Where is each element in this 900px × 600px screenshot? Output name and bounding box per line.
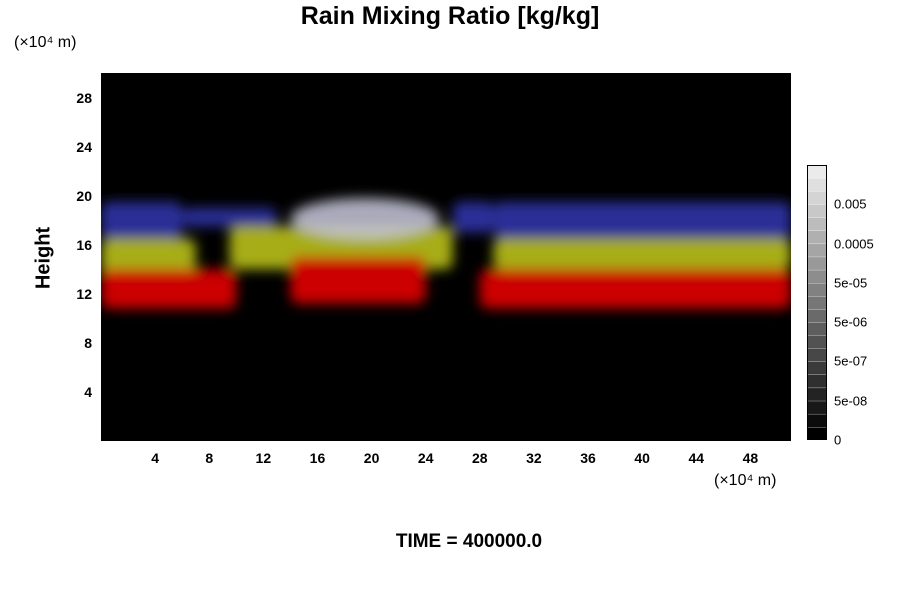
x-tick-label: 4 (151, 450, 159, 466)
x-tick-label: 8 (205, 450, 214, 466)
time-label: TIME = 400000.0 (395, 531, 543, 552)
colorbar-label: 0 (834, 432, 842, 448)
x-tick-label: 16 (309, 450, 326, 466)
heatmap-region (101, 269, 237, 309)
colorbar-label: 0.005 (834, 196, 867, 212)
x-tick-label: 24 (417, 450, 434, 466)
colorbar-level (807, 243, 827, 258)
y-tick-label: 4 (84, 383, 92, 400)
colorbar-level (807, 165, 827, 179)
colorbar-level (807, 204, 827, 218)
colorbar-level (807, 387, 827, 402)
x-tick-label: 20 (363, 450, 380, 466)
y-tick-label: 8 (84, 334, 92, 351)
heatmap-region (101, 238, 196, 276)
colorbar-level (807, 295, 827, 310)
colorbar-level (807, 413, 827, 428)
colorbar-level (807, 177, 827, 192)
colorbar-label: 5e-07 (834, 353, 868, 369)
colorbar-level (807, 256, 827, 271)
colorbar (807, 165, 827, 440)
colorbar-frame (807, 165, 827, 440)
y-tick-label: 28 (76, 89, 92, 106)
colorbar-level (807, 361, 827, 375)
y-tick-label: 12 (76, 285, 92, 302)
heatmap-region (182, 207, 277, 227)
x-tick-label: 32 (526, 450, 542, 466)
x-tick-label: 12 (255, 450, 272, 466)
colorbar-label: 0.0005 (834, 236, 874, 252)
colorbar-label: 5e-05 (834, 275, 868, 291)
y-tick-label: 16 (76, 236, 92, 253)
y-tick-label: 20 (76, 187, 92, 204)
x-tick-label: 36 (580, 450, 596, 466)
colorbar-label: 5e-08 (834, 393, 868, 409)
y-axis-unit: (×10⁴ m) (14, 34, 77, 51)
colorbar-level (807, 348, 827, 362)
heatmap-region (479, 269, 791, 309)
heatmap-region (452, 201, 494, 233)
colorbar-level (807, 400, 827, 415)
chart-title: Rain Mixing Ratio [kg/kg] (300, 2, 600, 30)
heatmap-region (101, 201, 183, 239)
x-axis-unit: (×10⁴ m) (714, 472, 777, 489)
x-tick-label: 28 (472, 450, 488, 466)
heatmap-plot (101, 73, 791, 441)
colorbar-level (807, 217, 827, 231)
heatmap-region (290, 198, 440, 239)
x-tick-label: 48 (742, 450, 759, 466)
colorbar-level (807, 191, 827, 205)
colorbar-level (807, 374, 827, 389)
heatmap-region (493, 238, 791, 270)
colorbar-level (807, 230, 827, 245)
colorbar-level (807, 321, 827, 336)
colorbar-level (807, 426, 827, 440)
x-tick-label: 40 (634, 450, 650, 466)
colorbar-level (807, 269, 827, 284)
colorbar-level (807, 282, 827, 297)
colorbar-label: 5e-06 (834, 314, 868, 330)
y-tick-label: 24 (76, 138, 92, 155)
heatmap-region (290, 257, 426, 304)
colorbar-level (807, 335, 827, 349)
colorbar-level (807, 308, 827, 323)
x-tick-label: 44 (688, 450, 705, 466)
heatmap-region (493, 201, 791, 239)
